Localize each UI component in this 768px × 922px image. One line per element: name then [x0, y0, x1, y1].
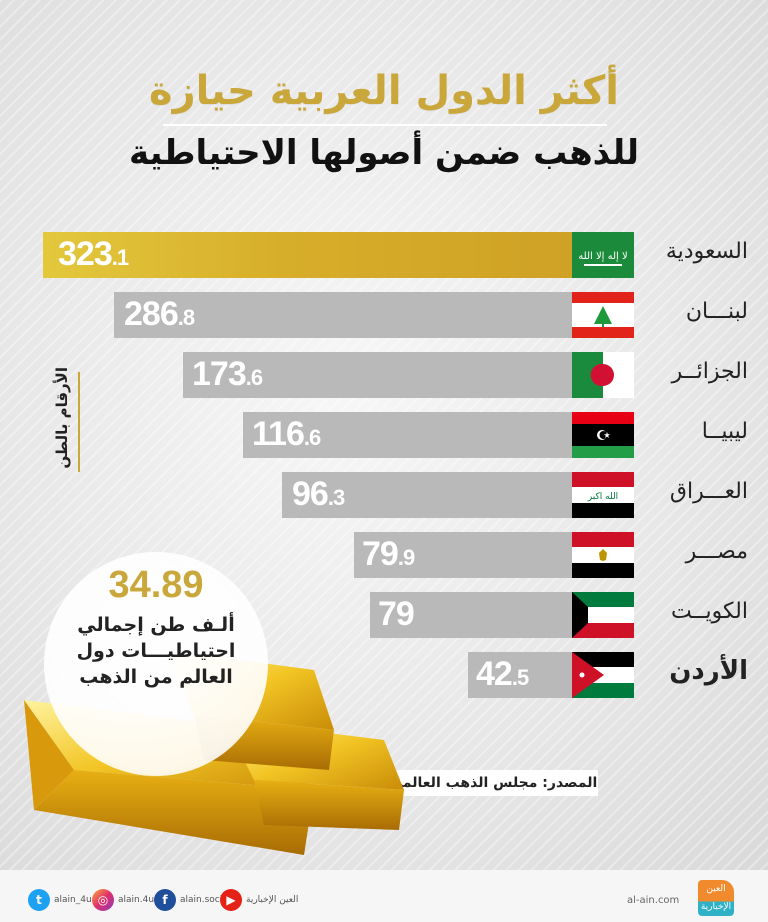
bar-value: 96.3 [292, 475, 345, 513]
bar-row-algeria: 173.6 الجزائــر [0, 352, 768, 398]
bar-row-saudi: 323.1 لا إله إلا الله السعودية [0, 232, 768, 278]
country-label: الكويــت [671, 599, 748, 624]
bar-value: 323.1 [58, 235, 129, 273]
bar-row-libya: 116.6 ليبيــا [0, 412, 768, 458]
country-label: السعودية [665, 239, 748, 264]
svg-text:لا إله إلا الله: لا إله إلا الله [578, 251, 627, 262]
world-total-callout: 34.89 ألـف طن إجمالي احتياطيـــات دول ال… [44, 552, 268, 776]
jordan-flag-icon [572, 652, 634, 698]
unit-divider [78, 372, 80, 472]
kuwait-flag-icon [572, 592, 634, 638]
bar [370, 592, 572, 638]
world-total-caption: ألـف طن إجمالي احتياطيـــات دول العالم م… [76, 614, 236, 688]
country-label: الجزائــر [671, 359, 748, 384]
source-note: المصدر: مجلس الذهب العالمي [388, 770, 598, 796]
youtube-icon: ▶ [220, 889, 242, 911]
bar-row-iraq: 96.3 الله اكبر العـــراق [0, 472, 768, 518]
instagram-link[interactable]: ◎ alain.4u [92, 889, 154, 911]
instagram-icon: ◎ [92, 889, 114, 911]
title-line-1: أكثر الدول العربية حيازة [149, 68, 619, 114]
facebook-link[interactable]: f alain.social [154, 889, 230, 911]
algeria-flag-icon [572, 352, 634, 398]
bar [282, 472, 572, 518]
bar-value: 79 [378, 595, 415, 633]
twitter-link[interactable]: t alain_4u [28, 889, 92, 911]
bar [354, 532, 572, 578]
bar-row-egypt: 79.9 مصـــر [0, 532, 768, 578]
libya-flag-icon [572, 412, 634, 458]
lebanon-flag-icon [572, 292, 634, 338]
facebook-icon: f [154, 889, 176, 911]
bar [468, 652, 572, 698]
bar [43, 232, 572, 278]
al-ain-logo: العين الإخبارية [698, 880, 734, 916]
title-line-2: للذهب ضمن أصولها الاحتياطية [129, 133, 639, 173]
bar-value: 116.6 [252, 415, 321, 453]
bar-row-jordan: 42.5 الأردن [0, 652, 768, 698]
footer: t alain_4u ◎ alain.4u f alain.social ▶ ا… [0, 870, 768, 922]
bar [114, 292, 572, 338]
bar-row-lebanon: 286.8 لبنـــان [0, 292, 768, 338]
country-label: العـــراق [669, 479, 748, 504]
country-label: الأردن [669, 656, 748, 686]
country-label: لبنـــان [685, 299, 748, 324]
title-divider [163, 124, 607, 126]
iraq-flag-icon: الله اكبر [572, 472, 634, 518]
bar-value: 42.5 [476, 655, 529, 693]
bar-row-kuwait: 79 الكويــت [0, 592, 768, 638]
bar-value: 79.9 [362, 535, 415, 573]
twitter-icon: t [28, 889, 50, 911]
svg-text:الله اكبر: الله اكبر [587, 492, 618, 502]
youtube-link[interactable]: ▶ العين الإخبارية [220, 889, 298, 911]
bar-value: 173.6 [192, 355, 263, 393]
world-total-value: 34.89 [108, 564, 204, 606]
country-label: مصـــر [685, 539, 748, 564]
saudi-flag-icon: لا إله إلا الله [572, 232, 634, 278]
site-url[interactable]: al-ain.com [627, 895, 680, 906]
country-label: ليبيــا [701, 419, 748, 444]
bar [243, 412, 572, 458]
bar-value: 286.8 [124, 295, 195, 333]
egypt-flag-icon [572, 532, 634, 578]
bar [183, 352, 572, 398]
